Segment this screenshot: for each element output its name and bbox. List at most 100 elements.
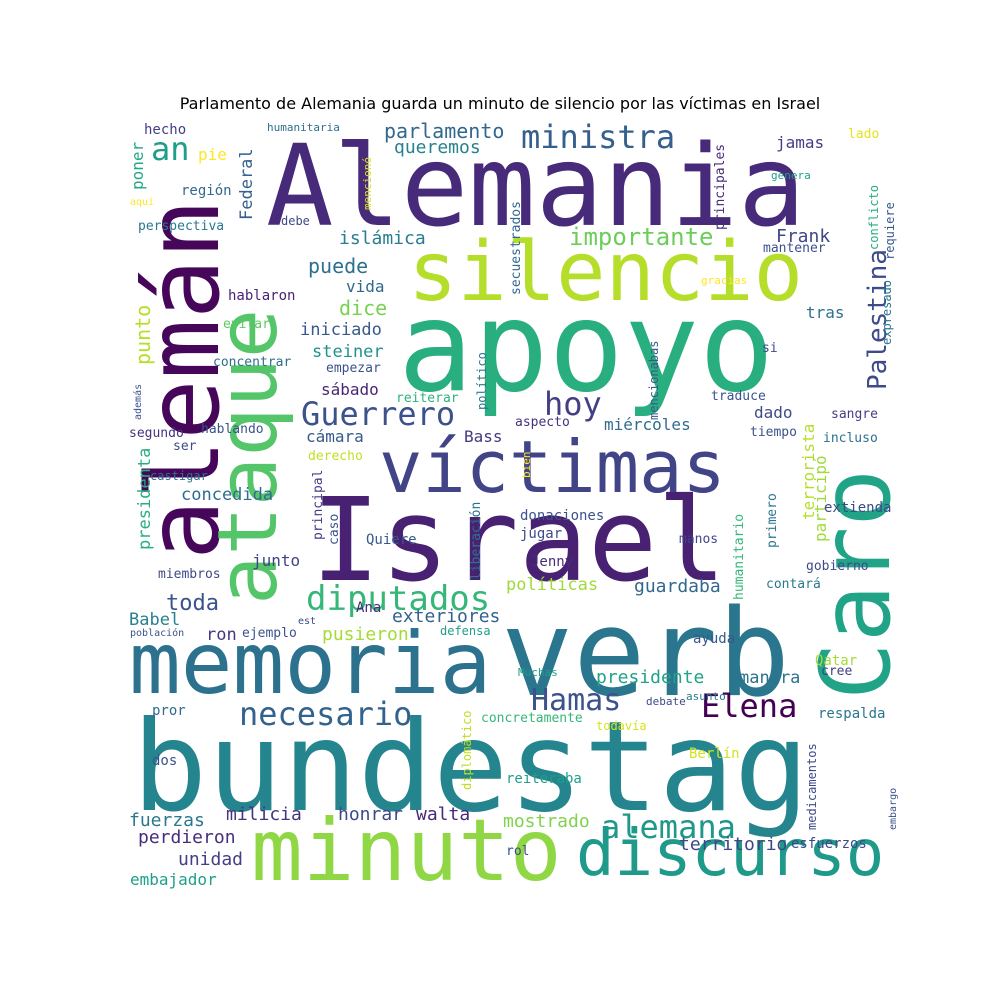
- word-hoy: hoy: [544, 385, 602, 423]
- word-todavia: todavía: [596, 719, 647, 733]
- word-humanitaria: humanitaria: [267, 121, 340, 134]
- word-steiner: steiner: [312, 342, 384, 362]
- word-donaciones: donaciones: [520, 508, 604, 524]
- word-territorio: territorio: [679, 834, 787, 855]
- word-jugar: jugar: [520, 526, 562, 542]
- word-secuestrados: secuestrados: [509, 201, 524, 295]
- word-requiere: requiere: [883, 202, 897, 260]
- word-mantener: mantener: [763, 241, 826, 256]
- word-castigar: castigar: [150, 469, 208, 483]
- word-exteriores: exteriores: [392, 606, 500, 627]
- word-tras: tras: [806, 303, 845, 322]
- word-minuto: minuto: [251, 801, 562, 890]
- word-gobierno: gobierno: [806, 559, 869, 574]
- word-rol: rol: [506, 844, 529, 859]
- word-presidenta: presidenta: [135, 448, 155, 550]
- word-punto: punto: [131, 305, 155, 365]
- word-est: est: [298, 616, 316, 627]
- word-dos: dos: [152, 753, 177, 769]
- word-honrar: honrar: [338, 804, 403, 825]
- word-mostrado: mostrado: [503, 811, 590, 832]
- word-diputados: diputados: [306, 579, 490, 619]
- word-humanitario: humanitario: [732, 514, 747, 600]
- figure-title: Parlamento de Alemania guarda un minuto …: [179, 94, 821, 113]
- word-perspectiva: perspectiva: [138, 219, 224, 234]
- word-bundestag: bundestag: [132, 695, 809, 840]
- word-jenny: Jenny: [531, 554, 573, 570]
- word-expresado: expresado: [880, 280, 894, 345]
- word-queremos: queremos: [394, 137, 481, 158]
- word-principales: principales: [713, 144, 728, 230]
- word-tiempo: tiempo: [750, 425, 797, 440]
- word-hecho: hecho: [144, 122, 186, 138]
- word-dado: dado: [754, 403, 793, 422]
- word-islamica: islámica: [339, 228, 426, 249]
- word-defensa: defensa: [440, 624, 491, 638]
- word-bien: bien: [520, 452, 533, 479]
- word-reiteraba: reiteraba: [506, 771, 582, 787]
- word-dice: dice: [339, 296, 387, 320]
- word-cree: cree: [821, 664, 852, 679]
- word-fuerzas: fuerzas: [129, 810, 205, 831]
- word-berlin: Berlín: [689, 746, 740, 762]
- word-incluso: incluso: [823, 431, 878, 446]
- word-traduce: traduce: [711, 389, 766, 404]
- word-aleman: alemán: [126, 199, 242, 560]
- word-alemana: alemana: [601, 808, 736, 846]
- word-discurso: discurso: [576, 817, 884, 890]
- word-sabado: sábado: [321, 380, 379, 399]
- word-reiterar: reiterar: [396, 391, 459, 406]
- word-ron: ron: [206, 625, 237, 645]
- word-liberacion: liberación: [469, 502, 484, 580]
- word-embargo: embargo: [888, 788, 899, 830]
- word-lado: lado: [848, 127, 879, 142]
- word-guardaba: guardaba: [634, 576, 721, 597]
- word-concentrar: concentrar: [213, 355, 291, 370]
- word-cloud: Alemania Israel apoyo bundestag verb alemán si…: [126, 120, 901, 890]
- word-ejemplo: ejemplo: [242, 626, 297, 641]
- word-apoyo: apoyo: [398, 275, 774, 420]
- word-miembros: miembros: [158, 567, 221, 582]
- word-respalda: respalda: [818, 706, 885, 722]
- word-caro: Caro: [800, 469, 901, 700]
- word-ana: Ana: [356, 600, 381, 616]
- word-debe: debe: [281, 214, 310, 228]
- word-alemania: Alemania: [266, 122, 805, 252]
- word-unidad: unidad: [178, 849, 243, 870]
- word-manos: manos: [679, 532, 718, 547]
- word-muchas: Muchas: [518, 666, 558, 679]
- word-toda: toda: [166, 591, 219, 616]
- word-genera: genera: [771, 169, 811, 182]
- word-conflicto: conflicto: [867, 185, 881, 250]
- word-ataque: ataque: [201, 309, 296, 605]
- word-walta: walta: [416, 804, 470, 825]
- word-ayuda: ayuda: [693, 631, 735, 647]
- word-poner: poner: [128, 141, 147, 190]
- word-esfuerzos: esfuerzos: [791, 836, 867, 852]
- word-poblacion: población: [130, 627, 184, 639]
- word-diplomatico: diplomático: [460, 711, 474, 790]
- word-an: an: [151, 130, 190, 168]
- word-federal: Federal: [237, 148, 257, 220]
- word-babel: Babel: [129, 610, 180, 630]
- word-importante: importante: [569, 223, 714, 251]
- word-concedida: concedida: [181, 485, 273, 505]
- word-principal: principal: [311, 470, 326, 540]
- word-aspecto: aspecto: [515, 415, 570, 430]
- word-extienda: extienda: [824, 500, 891, 516]
- word-politicas: políticas: [506, 575, 598, 595]
- word-hablando: hablando: [201, 422, 264, 437]
- word-medicamentos: medicamentos: [805, 743, 819, 830]
- word-caso: caso: [327, 514, 342, 545]
- word-jamas: jamas: [776, 133, 824, 152]
- word-necesario: necesario: [239, 695, 412, 733]
- word-puede: puede: [308, 254, 368, 278]
- word-pie: pie: [198, 145, 227, 164]
- word-frank: Frank: [776, 226, 830, 247]
- word-terrorista: terrorista: [799, 424, 818, 520]
- word-debate: debate: [646, 695, 686, 708]
- word-concretamente: concretamente: [481, 711, 583, 726]
- word-camara: cámara: [306, 427, 364, 446]
- word-parlamento: parlamento: [384, 120, 504, 143]
- word-milicia: milicia: [226, 804, 302, 825]
